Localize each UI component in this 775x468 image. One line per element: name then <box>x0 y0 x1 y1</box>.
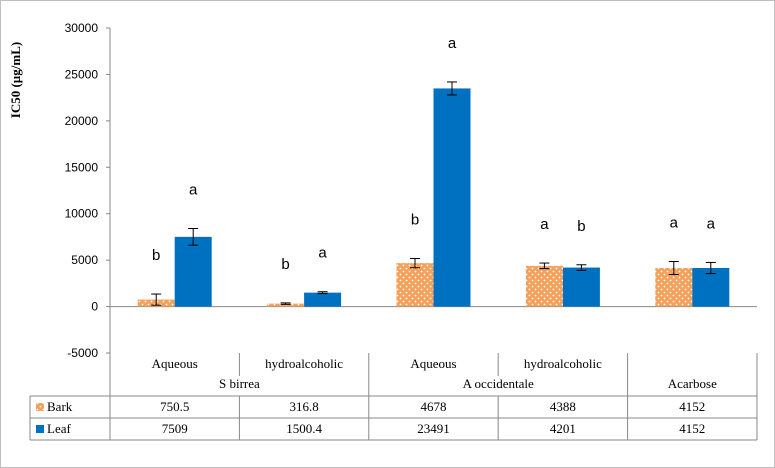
table-value: 4678 <box>421 399 447 414</box>
y-tick-label: 15000 <box>65 160 99 174</box>
bar-leaf <box>433 88 471 307</box>
bar-leaf <box>304 292 342 307</box>
significance-letter: b <box>152 247 160 264</box>
y-tick-label: 10000 <box>65 207 99 221</box>
significance-letter: a <box>707 215 716 232</box>
significance-letter: a <box>448 35 457 52</box>
y-axis-title: IC50 (µg/mL) <box>8 42 23 118</box>
y-tick-label: 25000 <box>65 67 99 81</box>
table-value: 7509 <box>162 421 188 436</box>
bar-leaf <box>692 268 730 307</box>
significance-letter: b <box>281 256 289 273</box>
bar-bark <box>525 265 563 307</box>
table-value: 316.8 <box>289 399 318 414</box>
bar-leaf <box>562 267 600 307</box>
significance-letter: a <box>670 215 679 232</box>
legend-label-bark: Bark <box>47 399 73 414</box>
group-label: S birrea <box>219 376 260 391</box>
table-value: 4201 <box>550 421 576 436</box>
significance-letter: a <box>318 245 327 262</box>
table-value: 750.5 <box>160 399 189 414</box>
table-value: 1500.4 <box>286 421 322 436</box>
group-label: A occidentale <box>463 376 534 391</box>
legend-swatch-bark <box>36 403 44 411</box>
table-value: 4152 <box>679 399 705 414</box>
significance-letter: a <box>540 216 549 233</box>
table-value: 23491 <box>417 421 450 436</box>
legend-swatch-leaf <box>36 425 44 433</box>
y-tick-label: 0 <box>91 300 98 314</box>
y-tick-label: 5000 <box>71 253 98 267</box>
category-label: hydroalcoholic <box>265 356 343 371</box>
significance-letter: b <box>577 218 585 235</box>
table-value: 4388 <box>550 399 576 414</box>
group-label: Acarbose <box>668 376 717 391</box>
bar-bark <box>267 303 305 307</box>
y-tick-label: 30000 <box>65 21 99 35</box>
y-tick-label: -5000 <box>67 346 98 360</box>
significance-letter: a <box>189 181 198 198</box>
table-value: 4152 <box>679 421 705 436</box>
legend-label-leaf: Leaf <box>47 421 71 436</box>
bar-leaf <box>174 236 212 307</box>
significance-letter: b <box>411 211 419 228</box>
category-label: Aqueous <box>410 356 456 371</box>
category-label: Aqueous <box>152 356 198 371</box>
y-tick-label: 20000 <box>65 114 99 128</box>
bar-bark <box>396 263 434 307</box>
category-label: hydroalcoholic <box>524 356 602 371</box>
